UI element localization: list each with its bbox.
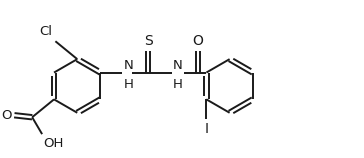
Text: S: S (144, 34, 153, 48)
Text: OH: OH (43, 137, 63, 150)
Text: O: O (193, 34, 203, 48)
Text: N: N (123, 59, 133, 72)
Text: H: H (123, 78, 133, 91)
Text: N: N (173, 59, 183, 72)
Text: I: I (204, 122, 208, 136)
Text: H: H (173, 78, 183, 91)
Text: O: O (1, 109, 11, 122)
Text: Cl: Cl (39, 25, 52, 38)
